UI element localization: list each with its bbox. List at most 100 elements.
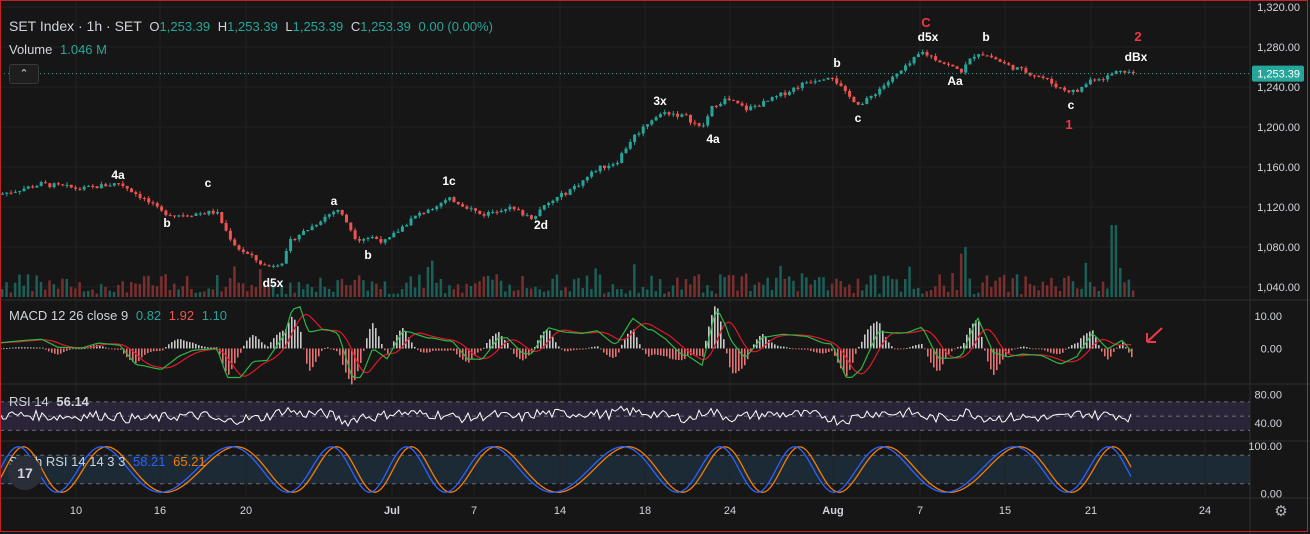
macd-hist-bar [324, 348, 326, 349]
macd-hist-bar [351, 348, 353, 385]
candle [732, 99, 735, 101]
time-tick-label: Aug [822, 505, 843, 517]
macd-hist-bar [900, 348, 902, 350]
symbol-title[interactable]: SET Index · 1h · SET [9, 18, 142, 34]
candle [48, 183, 52, 188]
volume-bar [396, 293, 400, 297]
macd-hist-bar [939, 348, 941, 371]
volume-label[interactable]: Volume [9, 42, 53, 57]
volume-bar [508, 284, 511, 297]
collapse-legend-button[interactable]: ⌃ [9, 64, 39, 84]
candle [211, 210, 215, 214]
candle [207, 210, 211, 215]
candle [1106, 75, 1110, 80]
candle [405, 225, 409, 227]
macd-hist-bar [336, 348, 338, 352]
candle [469, 208, 473, 210]
volume-bar [91, 289, 94, 297]
macd-hist-bar [1116, 347, 1118, 349]
candle [426, 209, 430, 213]
macd-hist-bar [789, 348, 791, 349]
volume-bar [1015, 274, 1019, 297]
candle [250, 253, 254, 256]
volume-bar [310, 286, 314, 297]
macd-hist-bar [510, 348, 512, 350]
candle [104, 184, 108, 187]
macd-hist-bar [801, 348, 803, 350]
volume-bar [938, 274, 941, 297]
macd-hist-bar [123, 348, 125, 354]
macd-hist-bar [981, 336, 983, 349]
candle [701, 125, 705, 127]
candle [314, 224, 318, 227]
macd-hist-bar [228, 348, 230, 375]
candle [5, 192, 9, 194]
macd-hist-bar [759, 335, 761, 349]
candle [671, 113, 675, 115]
volume-bar [809, 284, 812, 297]
volume-bar [1119, 267, 1122, 297]
macd-signal-line [0, 313, 1132, 377]
volume-bar [388, 293, 391, 297]
rsi-label[interactable]: RSI 14 [9, 394, 49, 409]
macd-hist-bar [183, 340, 185, 349]
macd-hist-bar [489, 339, 491, 349]
volume-bar [138, 284, 142, 297]
volume-bar [211, 289, 215, 297]
macd-hist-bar [945, 348, 947, 359]
candle [719, 103, 723, 107]
close-value: 1,253.39 [360, 19, 411, 34]
volume-bar [461, 292, 464, 297]
candle [542, 205, 546, 210]
volume-bar [732, 275, 735, 297]
candle [1131, 71, 1135, 73]
macd-hist-bar [1113, 348, 1115, 352]
macd-hist-bar [654, 348, 656, 355]
volume-bar [912, 288, 916, 297]
macd-label[interactable]: MACD 12 26 close 9 [9, 308, 129, 323]
stoch-k-value: 58.21 [132, 454, 166, 469]
macd-hist-bar [270, 342, 272, 349]
macd-hist-bar [18, 347, 20, 349]
macd-hist-bar [507, 343, 509, 349]
volume-bar [904, 279, 907, 297]
volume-bar [594, 268, 597, 297]
candle [44, 182, 47, 184]
macd-hist-bar [24, 347, 26, 349]
macd-hist-bar [645, 348, 647, 354]
macd-hist-bar [276, 334, 278, 349]
volume-bar [216, 275, 219, 297]
candle [91, 185, 95, 187]
candle [1054, 83, 1058, 88]
candle [112, 183, 116, 186]
macd-hist-bar [399, 330, 401, 349]
macd-hist-bar [579, 348, 581, 350]
gear-icon[interactable]: ⚙ [1274, 503, 1288, 520]
macd-hist-bar [729, 348, 731, 368]
wave-label: b [982, 30, 989, 44]
volume-bar [375, 283, 378, 297]
volume-bar [757, 282, 761, 297]
candle [439, 202, 443, 207]
candle [826, 77, 830, 80]
macd-hist-bar [162, 348, 164, 351]
candle [400, 226, 404, 232]
macd-hist-bar [306, 348, 308, 364]
macd-hist-bar [273, 338, 275, 349]
candle [461, 204, 465, 207]
volume-bar [190, 288, 193, 297]
candle [1071, 89, 1075, 93]
macd-hist-bar [99, 345, 101, 349]
macd-hist-bar [675, 348, 677, 360]
candle [486, 212, 490, 216]
macd-hist-bar [1041, 348, 1043, 350]
volume-bar [891, 279, 894, 297]
volume-bar [1080, 288, 1083, 297]
volume-bar [130, 281, 133, 297]
tradingview-logo[interactable]: 17 [8, 456, 42, 490]
wave-label: 1 [1065, 117, 1072, 132]
macd-hist-bar [780, 346, 782, 349]
macd-hist-bar [456, 348, 458, 355]
macd-hist-bar [51, 348, 53, 353]
